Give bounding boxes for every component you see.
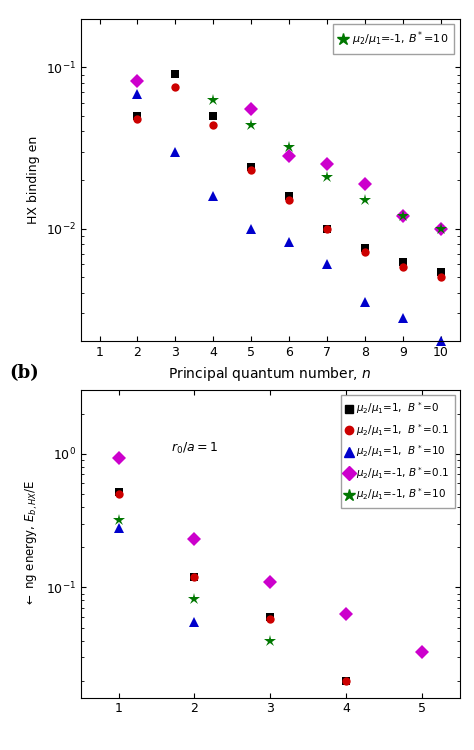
Legend: $\mu_2/\mu_1$=-1, $B^*$=10: $\mu_2/\mu_1$=-1, $B^*$=10 [333, 24, 454, 54]
Legend: $\mu_2/\mu_1$=1,  $B^*$=0, $\mu_2/\mu_1$=1,  $B^*$=0.1, $\mu_2/\mu_1$=1,  $B^*$=: $\mu_2/\mu_1$=1, $B^*$=0, $\mu_2/\mu_1$=… [340, 395, 455, 508]
Y-axis label: HX binding en: HX binding en [27, 136, 40, 224]
X-axis label: Principal quantum number, $n$: Principal quantum number, $n$ [168, 364, 372, 382]
Text: $r_0/a = 1$: $r_0/a = 1$ [171, 440, 218, 455]
Text: (b): (b) [9, 364, 39, 382]
Y-axis label: $\leftarrow$ ng energy, $E_{b,HX}$/E: $\leftarrow$ ng energy, $E_{b,HX}$/E [24, 480, 40, 608]
